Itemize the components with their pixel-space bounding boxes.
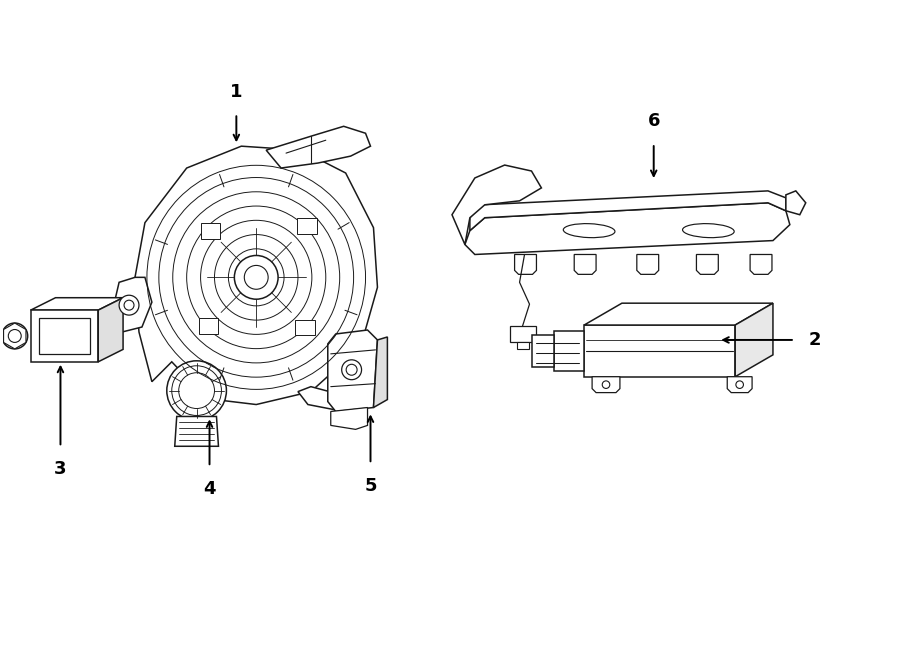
Polygon shape xyxy=(554,331,584,371)
Polygon shape xyxy=(452,165,542,244)
Polygon shape xyxy=(533,335,554,367)
FancyBboxPatch shape xyxy=(295,320,315,336)
Circle shape xyxy=(244,265,268,289)
Polygon shape xyxy=(574,254,596,274)
FancyBboxPatch shape xyxy=(297,218,317,234)
Circle shape xyxy=(166,361,227,420)
Text: 3: 3 xyxy=(54,460,67,478)
Polygon shape xyxy=(584,325,735,377)
Text: 6: 6 xyxy=(647,113,660,130)
Circle shape xyxy=(119,295,139,315)
Text: 5: 5 xyxy=(364,477,377,495)
Polygon shape xyxy=(697,254,718,274)
Polygon shape xyxy=(4,323,26,349)
Polygon shape xyxy=(517,342,529,349)
FancyBboxPatch shape xyxy=(199,318,219,334)
Polygon shape xyxy=(298,385,367,412)
Text: 2: 2 xyxy=(808,331,821,349)
Polygon shape xyxy=(266,126,371,168)
Circle shape xyxy=(346,364,357,375)
FancyBboxPatch shape xyxy=(201,223,220,239)
Circle shape xyxy=(736,381,743,389)
Polygon shape xyxy=(515,254,536,274)
Circle shape xyxy=(342,360,362,380)
Polygon shape xyxy=(31,310,98,362)
Polygon shape xyxy=(592,377,620,393)
Circle shape xyxy=(234,256,278,299)
Polygon shape xyxy=(750,254,772,274)
Circle shape xyxy=(124,300,134,310)
Polygon shape xyxy=(584,303,773,325)
Polygon shape xyxy=(98,298,123,362)
Circle shape xyxy=(2,323,28,349)
Polygon shape xyxy=(735,303,773,377)
Polygon shape xyxy=(509,326,536,342)
Polygon shape xyxy=(374,337,387,408)
Ellipse shape xyxy=(682,224,734,238)
Polygon shape xyxy=(328,330,377,412)
Polygon shape xyxy=(465,203,790,254)
FancyBboxPatch shape xyxy=(39,318,90,354)
Polygon shape xyxy=(135,146,377,404)
Ellipse shape xyxy=(563,224,615,238)
Polygon shape xyxy=(786,191,806,214)
Polygon shape xyxy=(637,254,659,274)
Polygon shape xyxy=(331,408,367,430)
Polygon shape xyxy=(31,298,123,310)
Polygon shape xyxy=(112,277,152,332)
Polygon shape xyxy=(470,191,786,230)
Polygon shape xyxy=(175,416,219,446)
Circle shape xyxy=(602,381,610,389)
Polygon shape xyxy=(727,377,752,393)
Text: 1: 1 xyxy=(230,83,243,101)
Text: 4: 4 xyxy=(203,480,216,498)
Circle shape xyxy=(8,330,22,342)
